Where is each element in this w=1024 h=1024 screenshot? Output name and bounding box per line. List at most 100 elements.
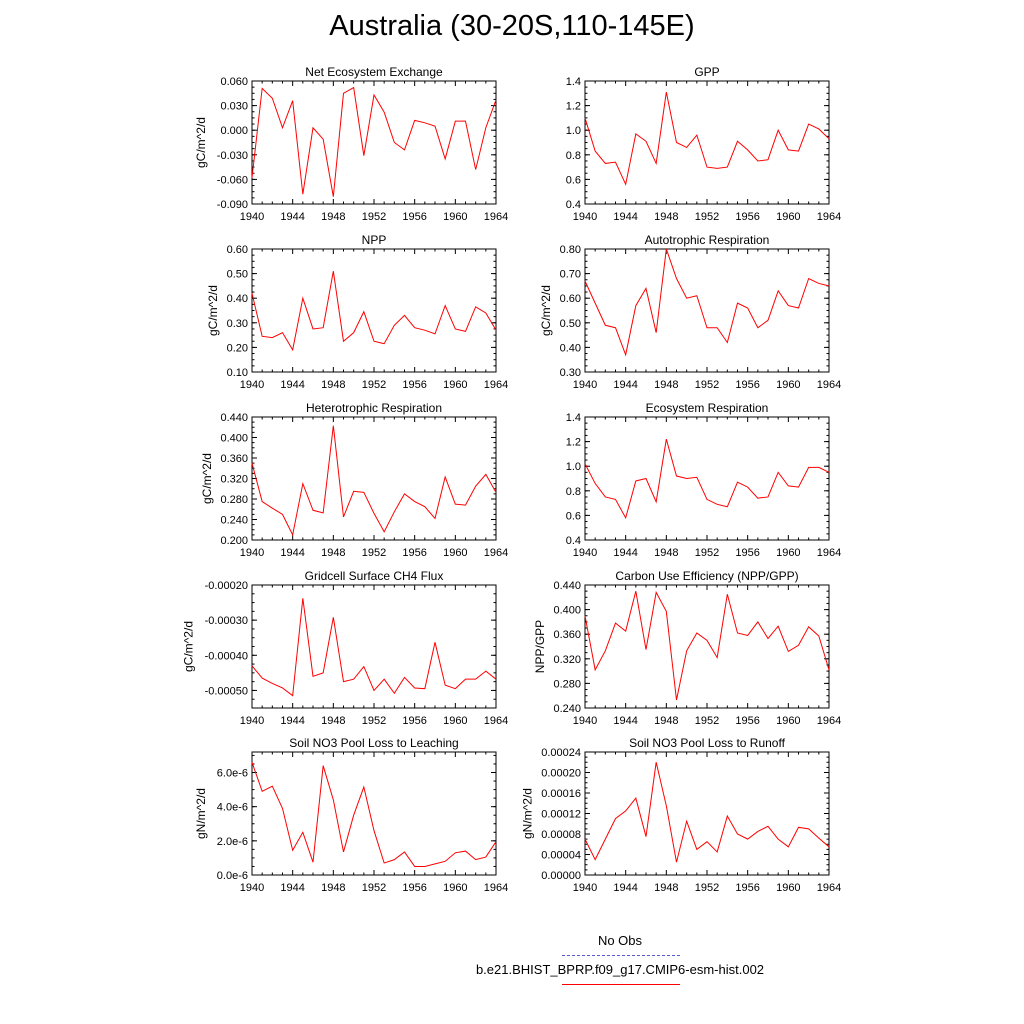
y-axis-label: gC/m^2/d — [194, 117, 208, 168]
y-tick-label: -0.00050 — [205, 685, 248, 697]
chart-panel-8: 1940 1944 1948 1952 1956 1960 1964 0.240 0.280 0.… — [533, 569, 841, 727]
chart-panel-10: 1940 1944 1948 1952 1956 1960 1964 0.00000 0.000… — [521, 736, 842, 894]
y-tick-label: 0.30 — [227, 318, 248, 330]
x-tick-label: 1948 — [654, 882, 678, 894]
series-line — [251, 762, 497, 867]
panel-title: Net Ecosystem Exchange — [305, 65, 443, 79]
plot-frame — [251, 416, 497, 541]
y-tick-label: 0.8 — [566, 150, 581, 162]
y-tick-label: -0.00030 — [205, 615, 248, 627]
x-tick-label: 1960 — [776, 715, 800, 727]
chart-panel-4: 1940 1944 1948 1952 1956 1960 1964 0.30 0.40 0.50… — [539, 233, 841, 391]
series-line — [251, 86, 497, 197]
series-line — [584, 590, 830, 701]
y-tick-label: 0.50 — [560, 318, 581, 330]
x-tick-label: 1944 — [613, 211, 637, 223]
x-tick-label: 1940 — [240, 211, 264, 223]
y-tick-label: 0.240 — [220, 515, 248, 527]
y-tick-label: 0.50 — [227, 269, 248, 281]
panel-title: Gridcell Surface CH4 Flux — [305, 569, 444, 583]
legend-obs-line — [562, 955, 680, 956]
x-tick-label: 1964 — [484, 211, 508, 223]
y-tick-label: -0.060 — [217, 174, 248, 186]
x-tick-label: 1952 — [695, 715, 719, 727]
x-tick-label: 1948 — [654, 715, 678, 727]
x-tick-label: 1960 — [443, 379, 467, 391]
y-axis-label: gC/m^2/d — [206, 285, 220, 336]
y-tick-label: 0.8 — [566, 486, 581, 498]
x-tick-label: 1964 — [817, 882, 841, 894]
x-tick-label: 1956 — [402, 882, 426, 894]
x-tick-label: 1948 — [654, 379, 678, 391]
x-tick-label: 1944 — [613, 547, 637, 559]
x-tick-label: 1956 — [402, 379, 426, 391]
x-tick-label: 1952 — [695, 211, 719, 223]
y-tick-label: 0.40 — [560, 342, 581, 354]
x-tick-label: 1952 — [362, 547, 386, 559]
x-tick-label: 1940 — [573, 379, 597, 391]
chart-panel-5: 1940 1944 1948 1952 1956 1960 1964 0.200 0.240 0.… — [200, 401, 508, 559]
y-tick-label: 0.240 — [553, 703, 581, 715]
x-tick-label: 1948 — [321, 715, 345, 727]
x-tick-label: 1956 — [735, 547, 759, 559]
y-tick-label: 0.280 — [220, 494, 248, 506]
y-tick-label: 1.0 — [566, 125, 581, 137]
y-tick-label: 0.60 — [560, 293, 581, 305]
x-tick-label: 1940 — [240, 882, 264, 894]
y-axis-label: NPP/GPP — [533, 620, 547, 673]
panel-title: Carbon Use Efficiency (NPP/GPP) — [615, 569, 798, 583]
x-tick-label: 1940 — [573, 547, 597, 559]
y-axis-label: gC/m^2/d — [181, 621, 195, 672]
panel-title: Ecosystem Respiration — [646, 401, 769, 415]
series-line — [251, 271, 497, 352]
x-tick-label: 1960 — [776, 547, 800, 559]
x-tick-label: 1960 — [443, 715, 467, 727]
legend-obs-label: No Obs — [597, 933, 643, 948]
figure-title: Australia (30-20S,110-145E) — [329, 10, 695, 42]
x-tick-label: 1956 — [402, 715, 426, 727]
x-tick-label: 1944 — [613, 379, 637, 391]
y-tick-label: 0.00008 — [541, 829, 581, 841]
x-tick-label: 1948 — [321, 882, 345, 894]
y-tick-label: 0.00020 — [541, 768, 581, 780]
y-tick-label: 0.000 — [220, 125, 248, 137]
x-tick-label: 1952 — [362, 882, 386, 894]
y-tick-label: 0.60 — [227, 244, 248, 256]
x-tick-label: 1960 — [443, 882, 467, 894]
plot-frame — [584, 80, 830, 205]
x-tick-label: 1964 — [817, 379, 841, 391]
x-tick-label: 1944 — [280, 211, 304, 223]
y-tick-label: 0.6 — [566, 174, 581, 186]
x-tick-label: 1964 — [817, 715, 841, 727]
x-tick-label: 1964 — [484, 379, 508, 391]
y-tick-label: 1.2 — [566, 437, 581, 449]
panel-title: GPP — [694, 65, 719, 79]
y-tick-label: 0.360 — [220, 453, 248, 465]
y-tick-label: 0.030 — [220, 101, 248, 113]
panel-title: NPP — [362, 233, 387, 247]
y-tick-label: 0.320 — [220, 474, 248, 486]
y-tick-label: 2.0e-6 — [217, 836, 248, 848]
x-tick-label: 1956 — [735, 211, 759, 223]
x-tick-label: 1960 — [443, 547, 467, 559]
y-tick-label: 1.4 — [566, 412, 581, 424]
x-tick-label: 1964 — [484, 715, 508, 727]
x-tick-label: 1960 — [776, 882, 800, 894]
y-tick-label: 0.4 — [566, 199, 581, 211]
y-axis-label: gC/m^2/d — [200, 453, 214, 504]
x-tick-label: 1940 — [573, 715, 597, 727]
legend-model-label: b.e21.BHIST_BPRP.f09_g17.CMIP6-esm-hist.… — [475, 962, 765, 977]
panel-title: Soil NO3 Pool Loss to Leaching — [289, 736, 458, 750]
chart-panel-6: 1940 1944 1948 1952 1956 1960 1964 0.4 0.6 0.8 1.0… — [566, 401, 842, 559]
y-axis-label: gN/m^2/d — [194, 788, 208, 839]
x-tick-label: 1948 — [654, 547, 678, 559]
x-tick-label: 1952 — [695, 547, 719, 559]
series-line — [584, 91, 830, 186]
y-axis-label: gC/m^2/d — [539, 285, 553, 336]
y-tick-label: 0.6 — [566, 510, 581, 522]
x-tick-label: 1948 — [321, 211, 345, 223]
x-tick-label: 1956 — [402, 211, 426, 223]
x-tick-label: 1952 — [695, 882, 719, 894]
series-line — [251, 425, 497, 537]
